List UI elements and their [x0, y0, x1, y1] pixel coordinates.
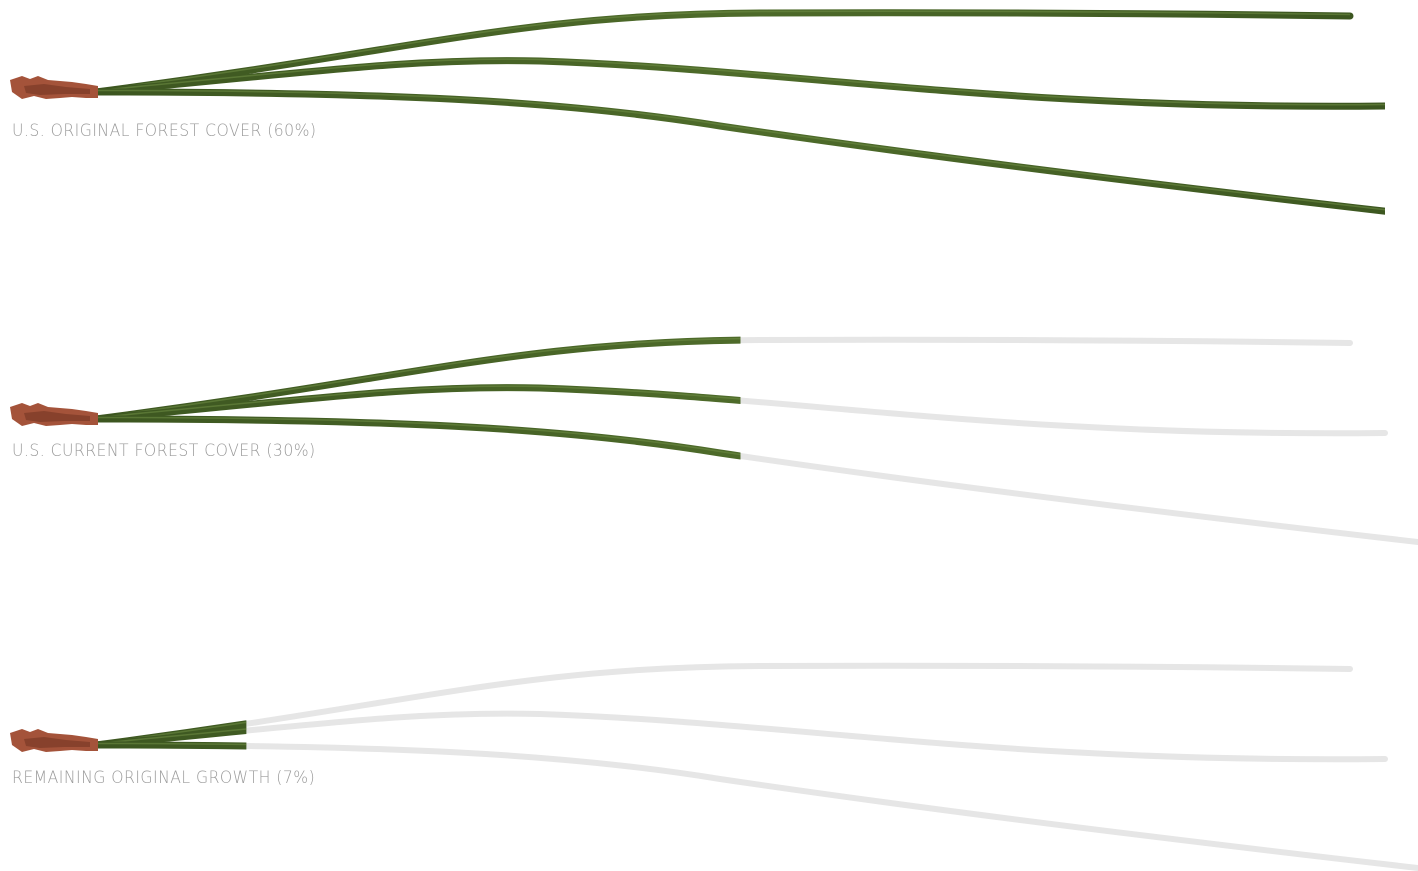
green-needle-2-0 [95, 720, 247, 749]
ghost-needle-2-0 [93, 662, 1353, 748]
needle-highlight-1-0 [95, 337, 741, 419]
bar-1 [95, 336, 741, 460]
ghost-needle-1-2 [93, 416, 1418, 545]
caption-original-forest-cover: U.S. ORIGINAL FOREST COVER (60%) [12, 121, 317, 141]
needle-highlight-2-0 [95, 721, 247, 745]
green-needle-2-1 [95, 727, 247, 749]
green-needle-0-0 [92, 9, 1354, 96]
ghost-needle-2-1 [93, 710, 1388, 763]
needle-sheath-shade-1 [24, 411, 90, 422]
needle-cluster-1 [10, 336, 1418, 545]
ghost-needle-1-0 [93, 336, 1353, 422]
caption-remaining-original-growth: REMAINING ORIGINAL GROWTH (7%) [12, 768, 316, 788]
green-needle-1-0 [95, 336, 741, 423]
needle-sheath-shade-2 [24, 737, 90, 748]
needle-highlight-1-2 [95, 416, 741, 456]
caption-current-forest-cover: U.S. CURRENT FOREST COVER (30%) [12, 441, 316, 461]
needle-cluster-2 [10, 662, 1418, 871]
bar-2 [95, 720, 247, 750]
needle-highlight-0-2 [95, 89, 1385, 211]
bar-0 [92, 9, 1385, 215]
needle-highlight-0-1 [95, 58, 1385, 106]
needle-highlight-0-0 [95, 10, 1351, 92]
needle-cluster-0 [10, 9, 1385, 215]
needle-highlight-2-2 [95, 742, 247, 746]
needle-sheath-shade-0 [24, 84, 90, 95]
green-needle-1-1 [95, 384, 741, 423]
green-needle-0-2 [92, 88, 1385, 215]
green-needle-2-2 [95, 741, 247, 750]
needle-highlight-1-1 [95, 385, 741, 419]
ghost-needle-2-2 [93, 742, 1418, 871]
green-needle-0-1 [92, 57, 1385, 110]
green-needle-1-2 [95, 415, 741, 460]
